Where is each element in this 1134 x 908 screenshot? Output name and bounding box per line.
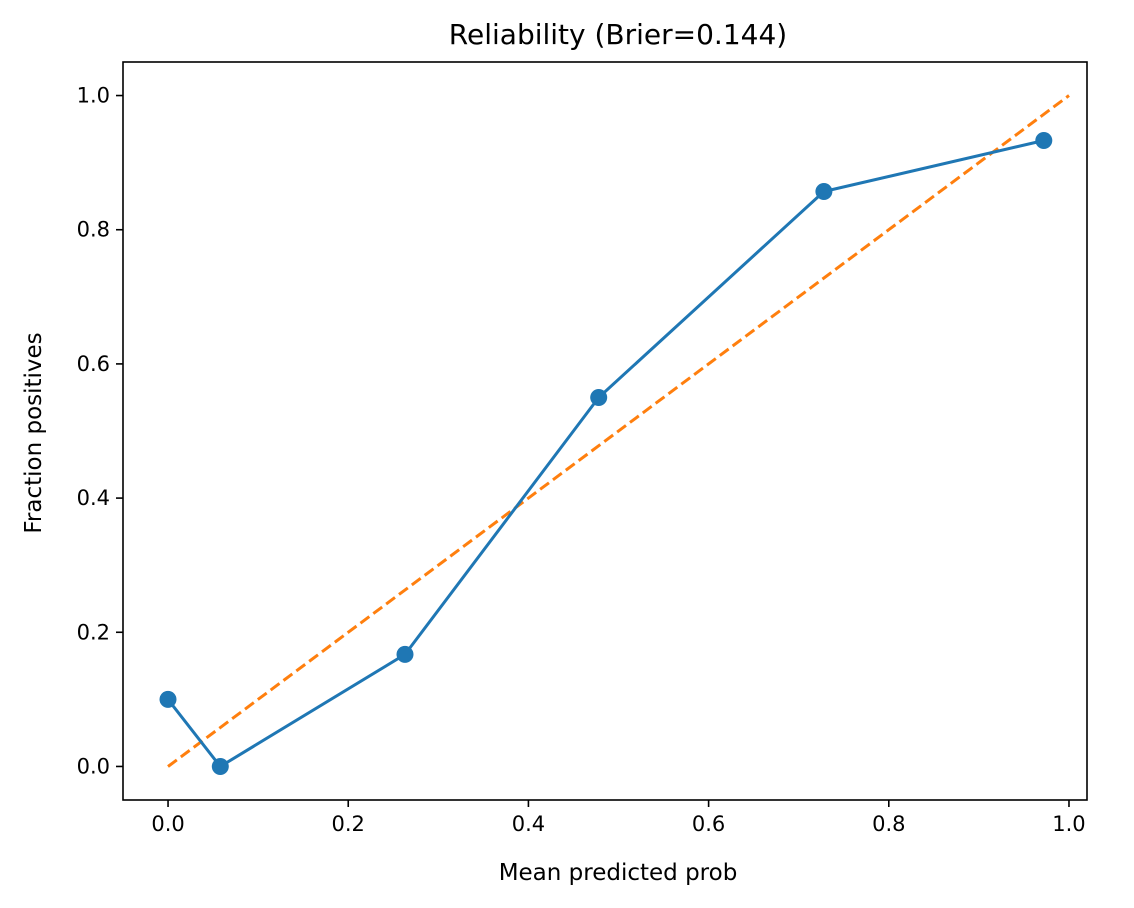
y-tick-label: 0.8 <box>77 218 110 242</box>
y-axis-label: Fraction positives <box>21 332 47 533</box>
axes-frame <box>122 61 1088 801</box>
y-tick-label: 0.4 <box>77 486 110 510</box>
ticks: 0.0 0.2 0.4 0.6 0.8 1.0 0.0 0.2 0.4 0.6 0.8 1.0 <box>77 84 1086 836</box>
x-tick-label: 0.0 <box>151 812 184 836</box>
x-tick-label: 0.4 <box>512 812 545 836</box>
data-point <box>159 690 177 708</box>
data-point <box>396 645 414 663</box>
data-point <box>211 758 229 775</box>
y-tick-label: 0.6 <box>77 352 110 376</box>
x-tick-label: 0.2 <box>332 812 365 836</box>
data-point <box>1035 132 1053 149</box>
series-line-perfect-calibration <box>167 94 1070 768</box>
x-axis-label: Mean predicted prob <box>499 860 738 886</box>
y-tick-label: 0.0 <box>77 754 110 778</box>
data-point <box>590 389 608 406</box>
x-tick-label: 1.0 <box>1052 812 1085 836</box>
y-tick-label: 0.2 <box>77 620 110 644</box>
plot-area <box>159 94 1070 775</box>
x-tick-label: 0.8 <box>872 812 905 836</box>
x-tick-label: 0.6 <box>692 812 725 836</box>
series-line-calibration <box>166 139 1045 768</box>
chart-title: Reliability (Brier=0.144) <box>449 18 787 51</box>
y-tick-label: 1.0 <box>77 84 110 108</box>
data-point <box>815 183 833 200</box>
